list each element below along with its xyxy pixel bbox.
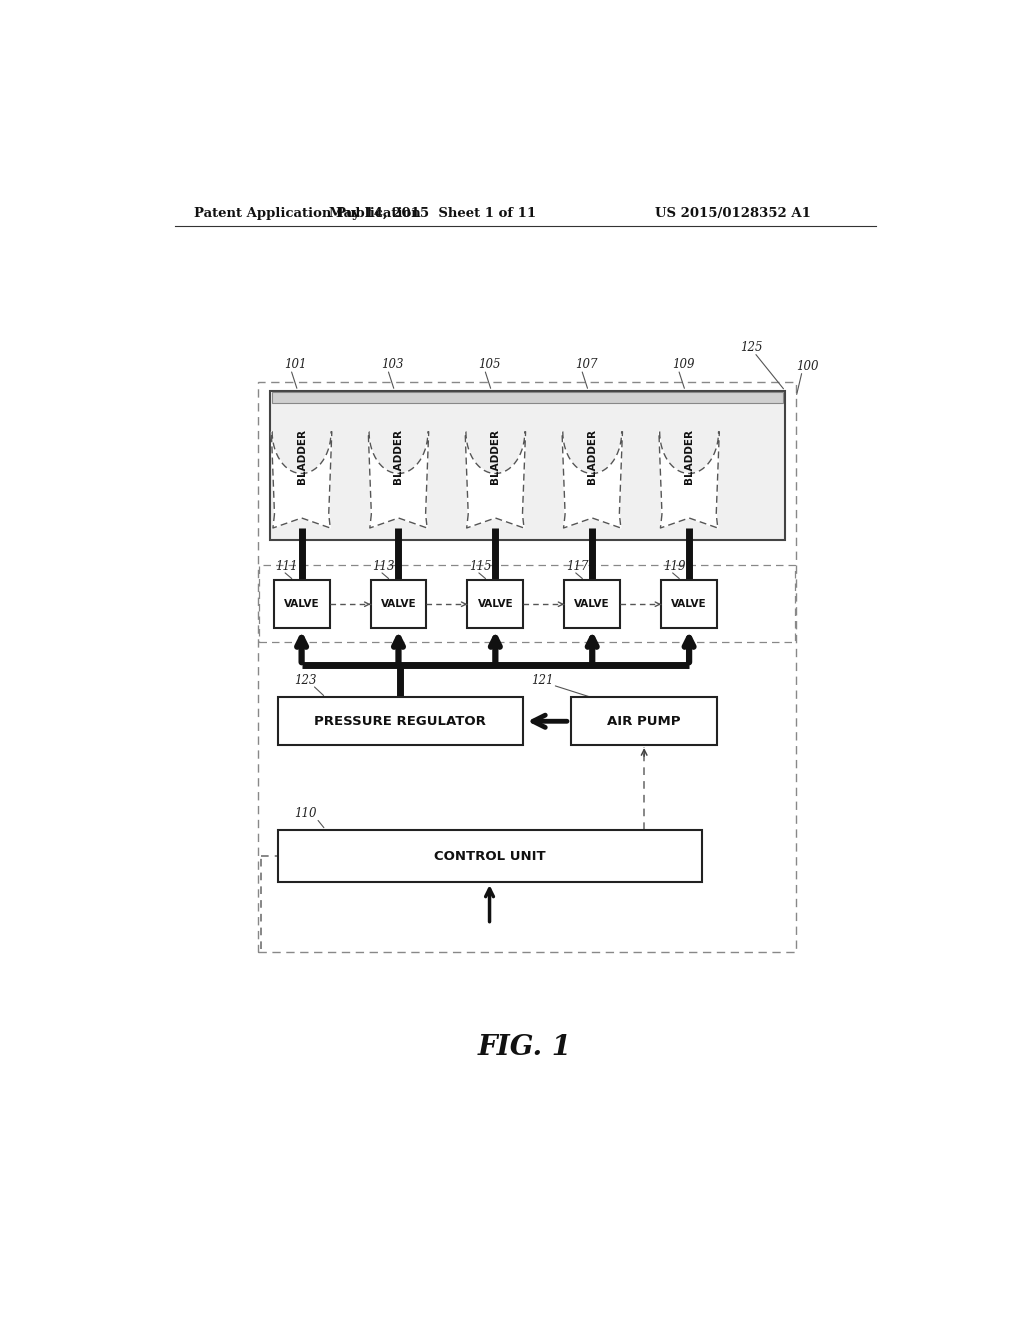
Text: 105: 105 — [478, 358, 501, 371]
Text: BLADDER: BLADDER — [587, 429, 597, 484]
Text: VALVE: VALVE — [672, 599, 707, 610]
Text: 117: 117 — [566, 560, 589, 573]
Text: PRESSURE REGULATOR: PRESSURE REGULATOR — [314, 714, 486, 727]
Text: 111: 111 — [275, 560, 298, 573]
Text: VALVE: VALVE — [284, 599, 319, 610]
Polygon shape — [562, 432, 623, 528]
Bar — [571, 697, 717, 744]
Polygon shape — [369, 432, 429, 528]
Text: 107: 107 — [575, 358, 598, 371]
Text: May 14, 2015  Sheet 1 of 11: May 14, 2015 Sheet 1 of 11 — [329, 207, 537, 220]
Polygon shape — [271, 432, 332, 528]
Text: 109: 109 — [672, 358, 694, 371]
Text: VALVE: VALVE — [381, 599, 417, 610]
Text: 123: 123 — [295, 675, 317, 686]
Text: 101: 101 — [285, 358, 307, 371]
Text: BLADDER: BLADDER — [490, 429, 501, 484]
Text: VALVE: VALVE — [477, 599, 513, 610]
Text: FIG. 1: FIG. 1 — [478, 1035, 571, 1061]
Text: 113: 113 — [372, 560, 394, 573]
Bar — [258, 381, 796, 952]
Text: 121: 121 — [531, 675, 554, 686]
Text: 125: 125 — [740, 341, 763, 354]
Text: 100: 100 — [796, 360, 818, 372]
Bar — [662, 581, 717, 628]
Bar — [371, 581, 426, 628]
Text: Patent Application Publication: Patent Application Publication — [194, 207, 421, 220]
Polygon shape — [465, 432, 525, 528]
Polygon shape — [658, 432, 719, 528]
Text: BLADDER: BLADDER — [684, 429, 694, 484]
Bar — [278, 830, 701, 882]
Bar — [564, 581, 621, 628]
Text: VALVE: VALVE — [574, 599, 610, 610]
Bar — [278, 697, 523, 744]
Bar — [259, 565, 796, 642]
Bar — [270, 391, 785, 540]
Text: BLADDER: BLADDER — [393, 429, 403, 484]
Text: AIR PUMP: AIR PUMP — [607, 714, 681, 727]
Text: 103: 103 — [381, 358, 403, 371]
Text: 119: 119 — [663, 560, 685, 573]
Text: CONTROL UNIT: CONTROL UNIT — [434, 850, 546, 862]
Text: 115: 115 — [469, 560, 492, 573]
Bar — [273, 581, 330, 628]
Bar — [467, 581, 523, 628]
Bar — [272, 392, 783, 404]
Text: 110: 110 — [295, 807, 317, 820]
Text: US 2015/0128352 A1: US 2015/0128352 A1 — [655, 207, 811, 220]
Text: BLADDER: BLADDER — [297, 429, 306, 484]
